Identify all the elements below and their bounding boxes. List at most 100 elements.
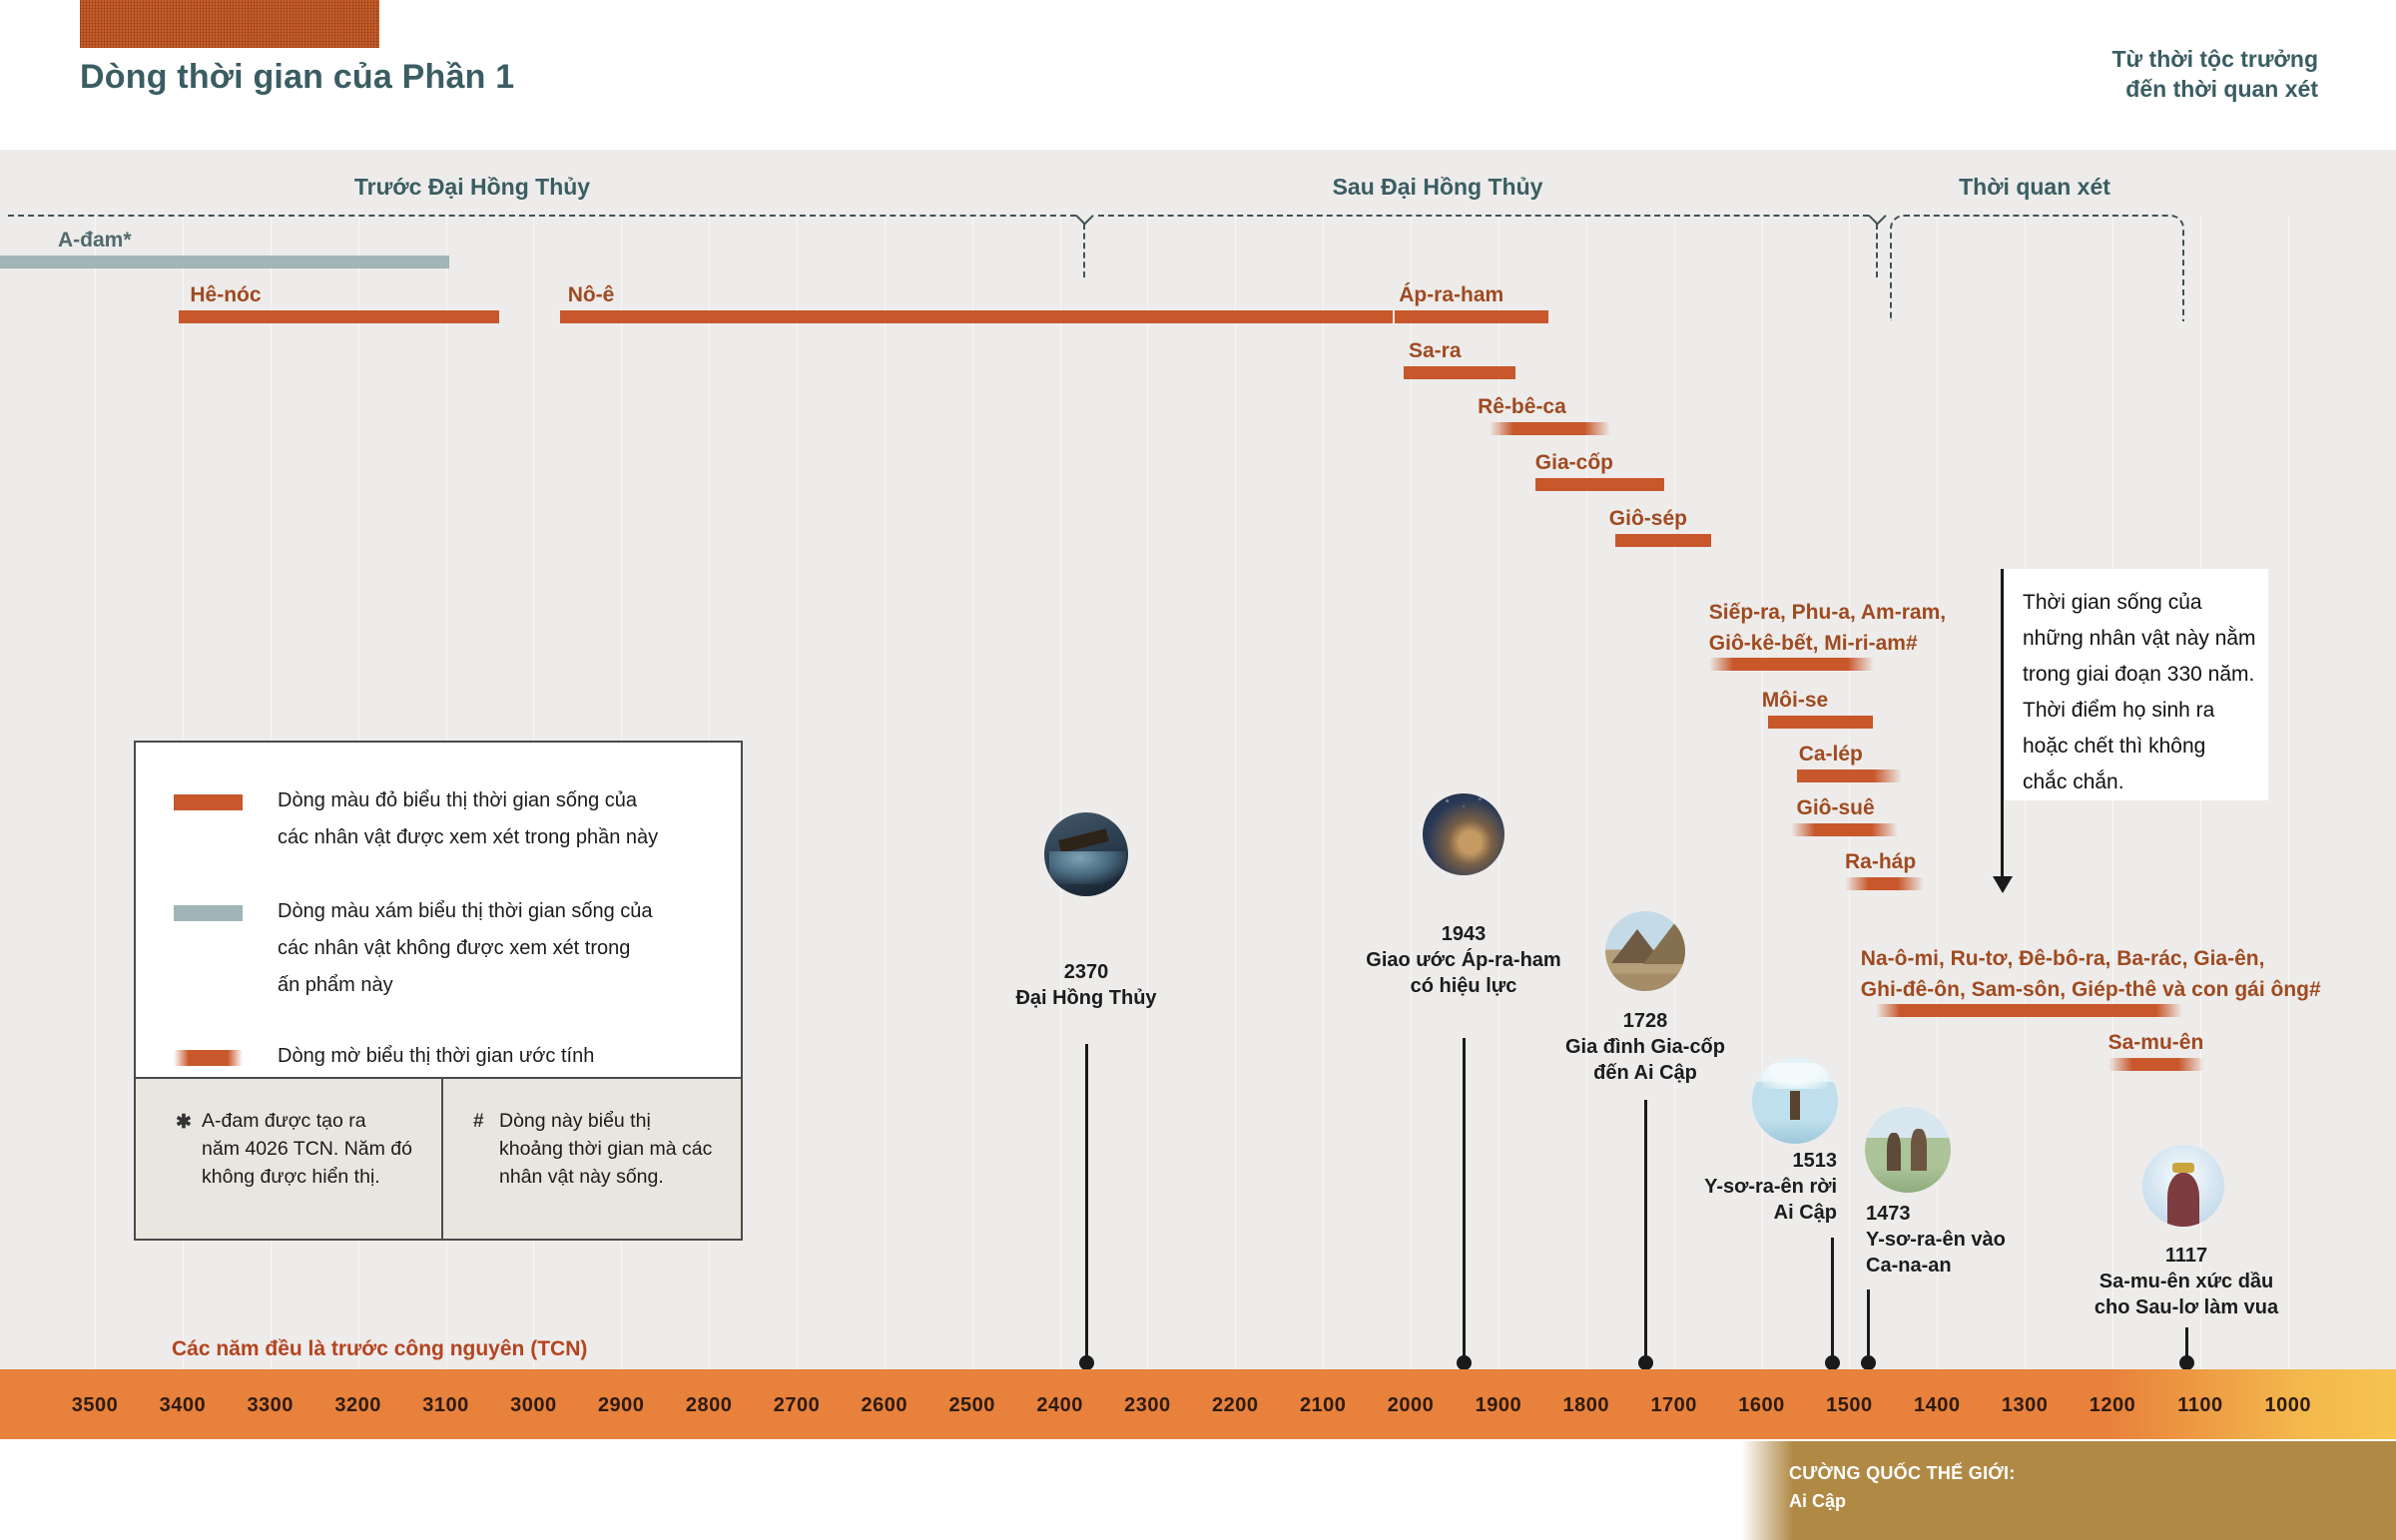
event-pointer-line xyxy=(1462,1038,1466,1360)
event-image-canaan xyxy=(1865,1107,1951,1193)
century-gridline xyxy=(797,216,798,1369)
footnote-divider xyxy=(441,1079,443,1239)
uncertainty-note-line: Thời gian sống của xyxy=(2023,591,2202,614)
legend-item-text: Dòng màu xám biểu thị thời gian sống của… xyxy=(278,900,653,996)
axis-year-label: 1400 xyxy=(1914,1394,1961,1416)
axis-year-label: 3500 xyxy=(71,1394,119,1416)
axis-year-label: 3100 xyxy=(422,1394,469,1416)
event-label: 1513 Y-sơ-ra-ên rời Ai Cập xyxy=(1704,1150,1837,1224)
legend-swatch-red-solid xyxy=(174,794,243,810)
event-image-flood xyxy=(1044,812,1128,896)
legend-swatch-gray-solid xyxy=(174,905,243,921)
century-gridline xyxy=(1673,216,1675,1369)
event-image-abraham xyxy=(1423,793,1504,875)
legend-item-text: Dòng màu đỏ biểu thị thời gian sống của c… xyxy=(278,789,659,848)
person-name-label: Na-ô-mi, Ru-tơ, Đê-bô-ra, Ba-rác, Gia-ên… xyxy=(1860,947,2321,1001)
century-gridline xyxy=(971,216,973,1369)
page-subtitle-line1: Từ thời tộc trưởng xyxy=(2111,46,2318,72)
uncertainty-note-line: trong giai đoạn 330 năm. xyxy=(2023,663,2255,686)
lifespan-bar xyxy=(1875,1004,2183,1017)
event-image-redsea xyxy=(1752,1058,1838,1144)
page-subtitle-line2: đến thời quan xét xyxy=(2125,76,2318,102)
axis-year-label: 1700 xyxy=(1650,1394,1697,1416)
person-name-label: Siếp-ra, Phu-a, Am-ram, Giô-kê-bết, Mi-ri… xyxy=(1708,601,1947,655)
person-name-label: Môi-se xyxy=(1761,689,1829,712)
axis-year-label: 2600 xyxy=(861,1394,908,1416)
axis-year-label: 2800 xyxy=(685,1394,733,1416)
era-bracket-before-flood xyxy=(8,215,1076,217)
footnote-symbol: ✱ xyxy=(176,1112,192,1133)
axis-year-label: 3200 xyxy=(334,1394,381,1416)
axis-year-label: 2900 xyxy=(597,1394,645,1416)
legend-swatch-red-faded xyxy=(174,1050,243,1066)
century-gridline xyxy=(95,216,96,1369)
lifespan-bar xyxy=(1395,310,1548,323)
century-gridline xyxy=(1761,216,1763,1369)
lifespan-bar xyxy=(559,310,1394,323)
century-gridline xyxy=(1147,216,1149,1369)
page-title: Dòng thời gian của Phần 1 xyxy=(80,58,515,96)
lifespan-bar xyxy=(1404,366,1515,379)
lifespan-bar xyxy=(1708,658,1874,671)
axis-year-label: 1200 xyxy=(2089,1394,2136,1416)
timeline-axis xyxy=(0,1369,2396,1439)
uncertainty-note-line: chắc chắn. xyxy=(2023,770,2124,793)
uncertainty-note-line: Thời điểm họ sinh ra xyxy=(2023,699,2215,722)
century-gridline xyxy=(1937,216,1939,1369)
era-bracket-after-flood xyxy=(1098,215,1869,217)
era-header-after-flood: Sau Đại Hồng Thủy xyxy=(1332,174,1543,200)
lifespan-bar xyxy=(1845,877,1925,890)
era-header-judges: Thời quan xét xyxy=(1959,174,2110,200)
legend-box: Dòng màu đỏ biểu thị thời gian sống của c… xyxy=(134,741,743,1241)
axis-year-label: 1600 xyxy=(1738,1394,1785,1416)
lifespan-bar xyxy=(179,310,500,323)
person-name-label: Áp-ra-ham xyxy=(1399,283,1504,306)
century-gridline xyxy=(1059,216,1061,1369)
uncertainty-note-line: những nhân vật này nằm xyxy=(2023,627,2256,650)
person-name-label: A-đam* xyxy=(58,229,132,252)
event-label: 1728 Gia đình Gia-cốp đến Ai Cập xyxy=(1564,1010,1725,1084)
century-gridline xyxy=(1849,216,1851,1369)
lifespan-bar xyxy=(1490,422,1611,435)
axis-year-label: 2100 xyxy=(1299,1394,1347,1416)
event-pointer-line xyxy=(1643,1100,1647,1360)
century-gridline xyxy=(1323,216,1325,1369)
person-name-label: Giô-sép xyxy=(1608,507,1687,530)
axis-year-label: 2500 xyxy=(948,1394,995,1416)
legend-item-text: Dòng mờ biểu thị thời gian ước tính xyxy=(278,1045,595,1067)
axis-year-label: 2000 xyxy=(1387,1394,1435,1416)
event-label: 2370 Đại Hồng Thủy xyxy=(1015,961,1157,1009)
lifespan-bar xyxy=(1767,716,1874,729)
axis-year-label: 2700 xyxy=(773,1394,821,1416)
event-image-pyramids xyxy=(1605,911,1685,991)
person-name-label: Ca-lép xyxy=(1798,743,1863,766)
axis-year-label: 1000 xyxy=(2264,1394,2312,1416)
person-name-label: Rê-bê-ca xyxy=(1478,395,1566,418)
event-axis-dot xyxy=(2178,1355,2194,1370)
event-axis-dot xyxy=(1456,1355,1472,1370)
century-gridline xyxy=(1235,216,1237,1369)
person-name-label: Hê-nóc xyxy=(190,283,262,306)
axis-year-label: 1900 xyxy=(1475,1394,1522,1416)
event-label: 1943 Giao ước Áp-ra-ham có hiệu lực xyxy=(1366,923,1561,997)
axis-year-label: 2400 xyxy=(1036,1394,1083,1416)
era-header-before-flood: Trước Đại Hồng Thủy xyxy=(353,174,591,200)
event-label: 1473 Y-sơ-ra-ên vào Ca-na-an xyxy=(1866,1203,2006,1277)
event-pointer-line xyxy=(1830,1238,1834,1360)
event-axis-dot xyxy=(1824,1355,1840,1370)
event-pointer-line xyxy=(2184,1327,2188,1360)
footnote-text: A-đam được tạo ra năm 4026 TCN. Năm đó khô… xyxy=(202,1110,412,1188)
person-name-label: Nô-ê xyxy=(567,283,615,306)
person-name-label: Gia-cốp xyxy=(1534,451,1613,474)
uncertainty-arrow-head-icon xyxy=(1993,876,2013,893)
person-name-label: Giô-suê xyxy=(1796,796,1875,819)
lifespan-bar xyxy=(1614,534,1712,547)
century-gridline xyxy=(1411,216,1412,1369)
century-gridline xyxy=(1498,216,1499,1369)
event-axis-dot xyxy=(1860,1355,1876,1370)
axis-year-label: 1800 xyxy=(1562,1394,1610,1416)
world-power-name: Ai Cập xyxy=(1789,1491,1847,1511)
lifespan-bar xyxy=(0,256,449,268)
world-power-title: CƯỜNG QUỐC THẾ GIỚI: xyxy=(1789,1463,2016,1483)
